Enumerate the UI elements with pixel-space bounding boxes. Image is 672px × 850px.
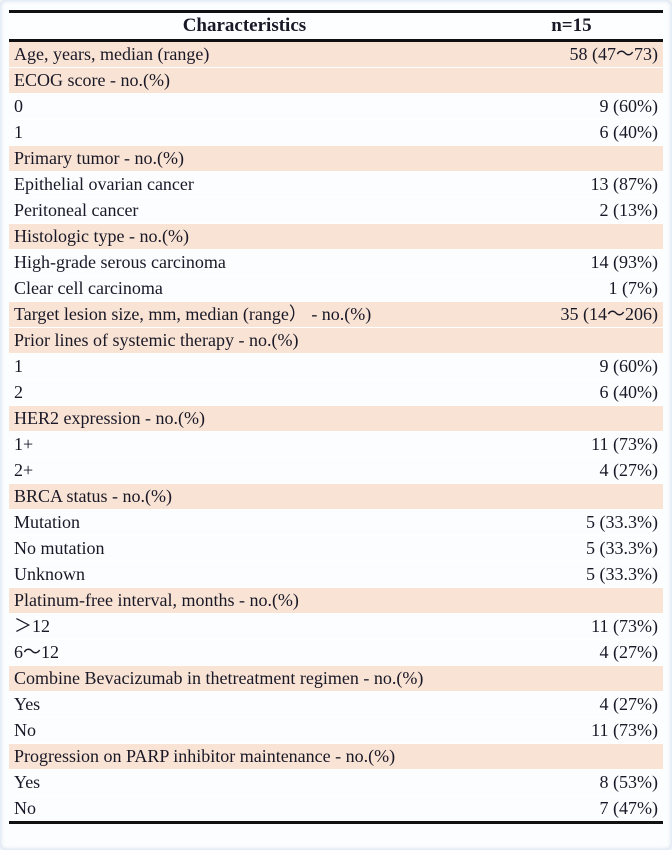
row-value: 5 (33.3%) bbox=[586, 564, 658, 584]
table-row: Peritoneal cancer 2 (13%) bbox=[9, 197, 663, 224]
table-row: 1+ 11 (73%) bbox=[9, 431, 663, 458]
row-value bbox=[480, 224, 663, 250]
table-row: Age, years, median (range) 58 (47～73) bbox=[9, 40, 663, 68]
row-value bbox=[480, 484, 663, 510]
row-label: 0 bbox=[14, 96, 23, 116]
row-value: 8 (53%) bbox=[599, 772, 658, 792]
row-value: 7 (47%) bbox=[599, 798, 658, 818]
row-label: Target lesion size, mm, median (range） -… bbox=[14, 304, 372, 324]
row-label: Histologic type - no.(%) bbox=[14, 226, 189, 246]
table-row: Clear cell carcinoma 1 (7%) bbox=[9, 275, 663, 302]
row-value: 11 (73%) bbox=[591, 720, 658, 740]
row-label: Unknown bbox=[14, 564, 85, 584]
table-row: 2+ 4 (27%) bbox=[9, 457, 663, 484]
row-label: Clear cell carcinoma bbox=[14, 278, 163, 298]
table-row: 2 6 (40%) bbox=[9, 379, 663, 406]
table-row: Platinum-free interval, months - no.(%) bbox=[9, 587, 663, 614]
header-n: n=15 bbox=[551, 15, 592, 36]
table-header-row: Characteristics n=15 bbox=[9, 11, 663, 41]
table-row: 6～12 4 (27%) bbox=[9, 639, 663, 666]
row-label: BRCA status - no.(%) bbox=[14, 486, 173, 506]
table-row: Yes 4 (27%) bbox=[9, 691, 663, 718]
table-row: Yes 8 (53%) bbox=[9, 769, 663, 796]
row-label: ECOG score - no.(%) bbox=[14, 70, 170, 90]
row-label: No bbox=[14, 720, 36, 740]
table-row: Epithelial ovarian cancer 13 (87%) bbox=[9, 171, 663, 198]
row-value: 14 (93%) bbox=[590, 252, 658, 272]
row-label: Yes bbox=[14, 772, 41, 792]
row-label: Yes bbox=[14, 694, 41, 714]
row-value bbox=[480, 328, 663, 354]
row-value: 13 (87%) bbox=[590, 174, 658, 194]
table-row: HER2 expression - no.(%) bbox=[9, 405, 663, 432]
table-row: Unknown 5 (33.3%) bbox=[9, 561, 663, 588]
row-value: 2 (13%) bbox=[599, 200, 658, 220]
table-row: Primary tumor - no.(%) bbox=[9, 145, 663, 172]
row-value: 6 (40%) bbox=[599, 122, 658, 142]
row-label: Combine Bevacizumab in thetreatment regi… bbox=[14, 668, 424, 688]
row-label: Age, years, median (range) bbox=[14, 44, 210, 64]
row-value: 4 (27%) bbox=[599, 642, 658, 662]
table-row: High-grade serous carcinoma 14 (93%) bbox=[9, 249, 663, 276]
table-row: Prior lines of systemic therapy - no.(%) bbox=[9, 327, 663, 354]
row-label: HER2 expression - no.(%) bbox=[14, 408, 205, 428]
row-value bbox=[480, 666, 663, 692]
row-value: 35 (14～206) bbox=[560, 304, 659, 324]
row-label: 2+ bbox=[14, 460, 34, 480]
row-value: 4 (27%) bbox=[599, 694, 658, 714]
row-label: Platinum-free interval, months - no.(%) bbox=[14, 590, 299, 610]
row-label: 1 bbox=[14, 356, 23, 376]
row-value: 4 (27%) bbox=[599, 460, 658, 480]
table-row: No mutation 5 (33.3%) bbox=[9, 535, 663, 562]
row-label: ＞12 bbox=[14, 616, 50, 636]
characteristics-table: Characteristics n=15 Age, years, median … bbox=[9, 10, 663, 824]
row-value: 9 (60%) bbox=[599, 356, 658, 376]
row-label: No bbox=[14, 798, 36, 818]
table-row: ＞12 11 (73%) bbox=[9, 613, 663, 640]
row-label: Peritoneal cancer bbox=[14, 200, 139, 220]
row-value: 5 (33.3%) bbox=[586, 512, 658, 532]
table-row: 1 6 (40%) bbox=[9, 119, 663, 146]
row-value bbox=[480, 68, 663, 94]
row-label: Prior lines of systemic therapy - no.(%) bbox=[14, 330, 299, 350]
table-row: 0 9 (60%) bbox=[9, 93, 663, 120]
row-value: 1 (7%) bbox=[608, 278, 658, 298]
row-value: 9 (60%) bbox=[599, 96, 658, 116]
row-label: Primary tumor - no.(%) bbox=[14, 148, 184, 168]
row-label: 6～12 bbox=[14, 642, 59, 662]
table-row: No 7 (47%) bbox=[9, 795, 663, 823]
row-label: Mutation bbox=[14, 512, 80, 532]
table-row: Histologic type - no.(%) bbox=[9, 223, 663, 250]
table-row: 1 9 (60%) bbox=[9, 353, 663, 380]
row-value bbox=[480, 406, 663, 432]
row-label: Progression on PARP inhibitor maintenanc… bbox=[14, 746, 396, 766]
row-value bbox=[480, 146, 663, 172]
table-body: Age, years, median (range) 58 (47～73) ECOG… bbox=[9, 40, 663, 823]
row-label: 2 bbox=[14, 382, 23, 402]
table-row: Combine Bevacizumab in thetreatment regi… bbox=[9, 665, 663, 692]
row-value: 11 (73%) bbox=[591, 616, 658, 636]
row-label: High-grade serous carcinoma bbox=[14, 252, 226, 272]
table-row: No 11 (73%) bbox=[9, 717, 663, 744]
row-value bbox=[480, 588, 663, 614]
row-value: 58 (47～73) bbox=[569, 44, 659, 64]
row-value bbox=[480, 744, 663, 770]
row-value: 11 (73%) bbox=[591, 434, 658, 454]
row-label: No mutation bbox=[14, 538, 105, 558]
row-label: 1 bbox=[14, 122, 23, 142]
row-label: Epithelial ovarian cancer bbox=[14, 174, 194, 194]
row-value: 5 (33.3%) bbox=[586, 538, 658, 558]
table-row: Mutation 5 (33.3%) bbox=[9, 509, 663, 536]
table-row: ECOG score - no.(%) bbox=[9, 67, 663, 94]
table-row: Progression on PARP inhibitor maintenanc… bbox=[9, 743, 663, 770]
table-row: BRCA status - no.(%) bbox=[9, 483, 663, 510]
row-value: 6 (40%) bbox=[599, 382, 658, 402]
row-label: 1+ bbox=[14, 434, 34, 454]
table-row: Target lesion size, mm, median (range） -… bbox=[9, 301, 663, 328]
header-characteristics: Characteristics bbox=[182, 15, 307, 36]
